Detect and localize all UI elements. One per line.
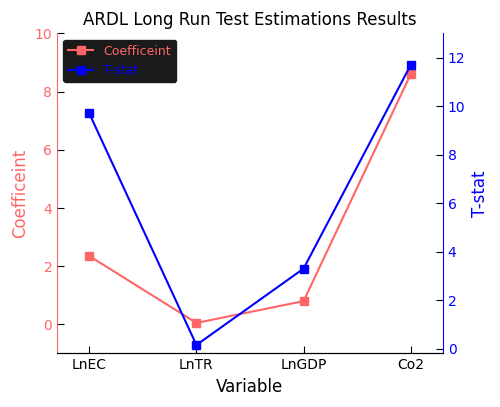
Coefficeint bbox=[86, 254, 92, 258]
Y-axis label: T-stat: T-stat bbox=[471, 170, 489, 217]
T-stat bbox=[86, 111, 92, 116]
Title: ARDL Long Run Test Estimations Results: ARDL Long Run Test Estimations Results bbox=[83, 11, 417, 29]
Coefficeint bbox=[194, 320, 200, 325]
T-stat bbox=[300, 266, 306, 271]
T-stat bbox=[194, 343, 200, 348]
X-axis label: Variable: Variable bbox=[216, 378, 284, 396]
Coefficeint bbox=[408, 72, 414, 77]
T-stat bbox=[408, 63, 414, 68]
Line: Coefficeint: Coefficeint bbox=[85, 70, 415, 327]
Line: T-stat: T-stat bbox=[85, 61, 415, 349]
Y-axis label: Coefficeint: Coefficeint bbox=[11, 149, 29, 238]
Legend: Coefficeint, T-stat: Coefficeint, T-stat bbox=[64, 40, 176, 82]
Coefficeint bbox=[300, 299, 306, 304]
